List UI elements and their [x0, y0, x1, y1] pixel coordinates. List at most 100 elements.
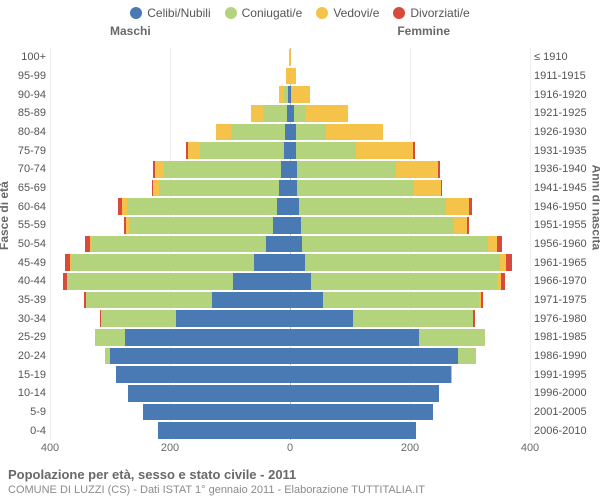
age-label: 55-59: [4, 219, 50, 231]
segment-married: [231, 124, 285, 141]
segment-married: [419, 329, 485, 346]
segment-married: [127, 198, 277, 215]
legend-swatch: [225, 7, 237, 19]
age-label: 90-94: [4, 89, 50, 101]
age-label: 70-74: [4, 163, 50, 175]
male-bar: [50, 124, 290, 141]
legend: Celibi/NubiliConiugati/eVedovi/eDivorzia…: [0, 0, 600, 20]
male-bar: [50, 236, 290, 253]
male-bar: [50, 68, 290, 85]
birth-year-label: 1981-1985: [530, 331, 596, 343]
segment-widowed: [488, 236, 497, 253]
x-tick: 0: [287, 442, 293, 454]
segment-single: [290, 198, 299, 215]
male-bar: [50, 180, 290, 197]
segment-married: [297, 161, 396, 178]
female-bar: [290, 404, 530, 421]
segment-single: [128, 385, 290, 402]
segment-married: [68, 273, 233, 290]
legend-swatch: [316, 7, 328, 19]
segment-single: [290, 254, 305, 271]
female-bar: [290, 68, 530, 85]
pyramid-row: 35-391971-1975: [50, 291, 530, 310]
female-bar: [290, 49, 530, 66]
segment-married: [458, 348, 476, 365]
segment-widowed: [216, 124, 231, 141]
birth-year-label: 2001-2005: [530, 406, 596, 418]
pyramid-row: 95-991911-1915: [50, 67, 530, 86]
segment-single: [279, 180, 290, 197]
female-bar: [290, 385, 530, 402]
pyramid-row: 15-191991-1995: [50, 365, 530, 384]
pyramid-rows: 100+≤ 191095-991911-191590-941916-192085…: [50, 48, 530, 440]
pyramid-row: 70-741936-1940: [50, 160, 530, 179]
birth-year-label: 1926-1930: [530, 126, 596, 138]
segment-single: [290, 217, 301, 234]
pyramid-row: 45-491961-1965: [50, 253, 530, 272]
x-tick: 200: [161, 442, 179, 454]
age-label: 40-44: [4, 275, 50, 287]
segment-widowed: [290, 49, 291, 66]
male-bar: [50, 422, 290, 439]
female-bar: [290, 86, 530, 103]
birth-year-label: 1931-1935: [530, 145, 596, 157]
legend-label: Divorziati/e: [410, 6, 469, 20]
pyramid-row: 20-241986-1990: [50, 347, 530, 366]
female-bar: [290, 310, 530, 327]
pyramid-row: 90-941916-1920: [50, 85, 530, 104]
segment-married: [159, 180, 279, 197]
male-bar: [50, 49, 290, 66]
female-bar: [290, 124, 530, 141]
segment-single: [290, 366, 451, 383]
birth-year-label: 1961-1965: [530, 257, 596, 269]
segment-single: [158, 422, 290, 439]
pyramid-row: 85-891921-1925: [50, 104, 530, 123]
female-bar: [290, 236, 530, 253]
female-bar: [290, 348, 530, 365]
segment-married: [71, 254, 254, 271]
age-label: 50-54: [4, 238, 50, 250]
segment-married: [101, 310, 176, 327]
legend-label: Coniugati/e: [242, 6, 303, 20]
segment-single: [176, 310, 290, 327]
pyramid-row: 0-42006-2010: [50, 421, 530, 440]
segment-married: [353, 310, 473, 327]
chart-title: Popolazione per età, sesso e stato civil…: [8, 467, 592, 482]
age-label: 100+: [4, 51, 50, 63]
pyramid-row: 100+≤ 1910: [50, 48, 530, 67]
segment-widowed: [306, 105, 348, 122]
birth-year-label: 1951-1955: [530, 219, 596, 231]
legend-item: Celibi/Nubili: [130, 6, 210, 20]
birth-year-label: 1996-2000: [530, 387, 596, 399]
age-label: 75-79: [4, 145, 50, 157]
segment-married: [451, 366, 452, 383]
age-label: 85-89: [4, 107, 50, 119]
birth-year-label: 1946-1950: [530, 201, 596, 213]
legend-label: Celibi/Nubili: [147, 6, 210, 20]
segment-divorced: [481, 292, 483, 309]
segment-married: [311, 273, 497, 290]
segment-married: [129, 217, 273, 234]
birth-year-label: 1956-1960: [530, 238, 596, 250]
segment-divorced: [473, 310, 475, 327]
birth-year-label: 1941-1945: [530, 182, 596, 194]
pyramid-row: 30-341976-1980: [50, 309, 530, 328]
segment-single: [290, 348, 458, 365]
gender-labels: Maschi Femmine: [0, 20, 600, 40]
birth-year-label: 1986-1990: [530, 350, 596, 362]
female-bar: [290, 142, 530, 159]
male-bar: [50, 366, 290, 383]
birth-year-label: 1936-1940: [530, 163, 596, 175]
age-label: 95-99: [4, 70, 50, 82]
female-bar: [290, 254, 530, 271]
pyramid-row: 80-841926-1930: [50, 123, 530, 142]
pyramid-row: 40-441966-1970: [50, 272, 530, 291]
segment-single: [143, 404, 290, 421]
segment-divorced: [441, 180, 442, 197]
segment-single: [290, 310, 353, 327]
segment-divorced: [438, 161, 440, 178]
plot-area: 100+≤ 191095-991911-191590-941916-192085…: [50, 48, 530, 440]
segment-married: [294, 105, 306, 122]
segment-single: [277, 198, 290, 215]
age-label: 25-29: [4, 331, 50, 343]
